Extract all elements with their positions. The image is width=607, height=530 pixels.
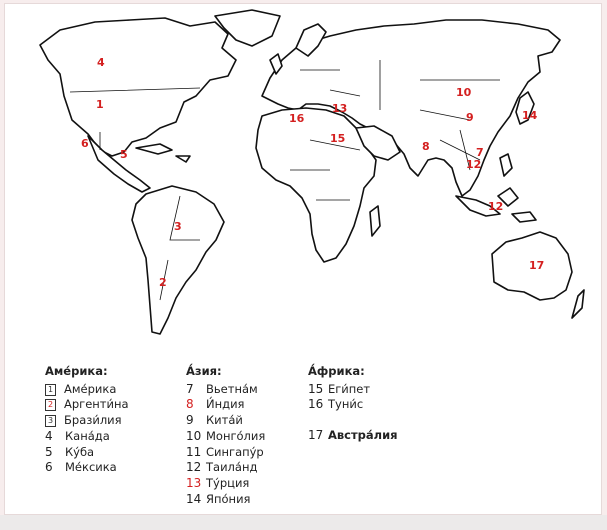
legend-label: Кана́да bbox=[65, 428, 110, 443]
legend-item: 4 Кана́да bbox=[45, 429, 129, 445]
legend-label: Монго́лия bbox=[206, 428, 266, 443]
legend-index: 12 bbox=[186, 460, 202, 475]
legend-america: Аме́рика: 1 Аме́рика 2 Аргенти́на 3 Брази́л… bbox=[45, 364, 129, 476]
legend-label: Сингапу́р bbox=[206, 444, 264, 459]
legend-index: 13 bbox=[186, 475, 202, 490]
madagascar-landmass bbox=[369, 205, 381, 237]
legend-index: 10 bbox=[186, 428, 202, 443]
legend-index: 4 bbox=[45, 428, 53, 443]
legend-label: Австра́лия bbox=[328, 428, 398, 443]
legend-item: 12 Таила́нд bbox=[186, 460, 265, 476]
marker-16: 16 bbox=[289, 112, 305, 125]
legend-africa-title: А́фрика: bbox=[308, 364, 365, 378]
legend-label: Ме́ксика bbox=[65, 460, 117, 475]
legend-label: Япо́ния bbox=[206, 491, 251, 506]
marker-5: 5 bbox=[120, 148, 128, 161]
marker-14: 14 bbox=[522, 109, 538, 122]
marker-9: 9 bbox=[466, 111, 474, 124]
marker-1: 1 bbox=[96, 98, 104, 111]
legend-item: 5 Ку́ба bbox=[45, 445, 129, 461]
marker-8: 8 bbox=[422, 140, 430, 153]
legend-index: 6 bbox=[45, 460, 53, 475]
uk-landmass bbox=[269, 53, 283, 75]
legend-index: 2 bbox=[45, 399, 56, 412]
legend-label: Брази́лия bbox=[64, 413, 122, 428]
legend-label: Ту́рция bbox=[206, 475, 250, 490]
legend-index: 3 bbox=[45, 414, 56, 427]
legend-item: 11 Сингапу́р bbox=[186, 445, 265, 461]
legend-america-title: Аме́рика: bbox=[45, 364, 108, 378]
indonesia-islands bbox=[455, 187, 537, 223]
marker-3: 3 bbox=[174, 220, 182, 233]
eurasia-landmass bbox=[261, 19, 561, 197]
caribbean-islands bbox=[135, 143, 191, 163]
africa-landmass bbox=[255, 107, 377, 263]
legend-item: 6 Ме́ксика bbox=[45, 460, 129, 476]
south-america-landmass bbox=[131, 185, 225, 335]
japan-landmass bbox=[515, 91, 535, 125]
legend-australia: 17 Австра́лия bbox=[308, 428, 398, 444]
legend-item: 13 Ту́рция bbox=[186, 476, 265, 492]
marker-6: 6 bbox=[81, 137, 89, 150]
legend-index: 5 bbox=[45, 444, 53, 459]
country-borders bbox=[69, 60, 500, 301]
legend-item: 2 Аргенти́на bbox=[45, 397, 129, 413]
marker-10: 10 bbox=[456, 86, 472, 99]
legend-index: 15 bbox=[308, 381, 324, 396]
philippines-islands bbox=[499, 153, 513, 177]
legend-item: 15 Еги́пет bbox=[308, 382, 398, 398]
world-map: 4 1 6 5 3 2 16 13 15 8 10 9 14 7 12 12 1… bbox=[39, 9, 585, 335]
arabian-peninsula bbox=[355, 125, 401, 161]
legend-index: 8 bbox=[186, 397, 194, 412]
legend-index: 1 bbox=[45, 383, 56, 396]
central-america-landmass bbox=[87, 135, 151, 193]
marker-15: 15 bbox=[330, 132, 345, 145]
legend-item: 8 И́ндия bbox=[186, 397, 265, 413]
marker-17: 17 bbox=[529, 259, 544, 272]
legend-index: 16 bbox=[308, 397, 324, 412]
legend-label: Таила́нд bbox=[206, 460, 258, 475]
greenland-landmass bbox=[214, 9, 281, 47]
north-america-landmass bbox=[39, 17, 237, 157]
legend-item: 10 Монго́лия bbox=[186, 429, 265, 445]
legend-label: Еги́пет bbox=[328, 381, 371, 396]
legend-asia-title: А́зия: bbox=[186, 364, 222, 378]
legend-asia: А́зия: 7 Вьетна́м 8 И́ндия 9 Кита́й 10 Монго… bbox=[186, 364, 265, 507]
bottom-bar bbox=[0, 515, 607, 530]
legend-label: Вьетна́м bbox=[206, 381, 258, 396]
legend-index: 17 bbox=[308, 428, 324, 443]
legend-index: 7 bbox=[186, 381, 194, 396]
legend-item: 9 Кита́й bbox=[186, 413, 265, 429]
new-zealand-landmass bbox=[571, 289, 585, 319]
legend-item: 14 Япо́ния bbox=[186, 492, 265, 508]
marker-13: 13 bbox=[332, 102, 347, 115]
legend-item: 1 Аме́рика bbox=[45, 382, 129, 398]
map-markers: 4 1 6 5 3 2 16 13 15 8 10 9 14 7 12 12 1… bbox=[81, 56, 544, 289]
legend-index: 11 bbox=[186, 444, 202, 459]
marker-7: 7 bbox=[476, 146, 484, 159]
legend-label: Аргенти́на bbox=[64, 397, 129, 412]
marker-2: 2 bbox=[159, 276, 167, 289]
legend-africa: А́фрика: 15 Еги́пет 16 Туни́с 17 Австра́лия bbox=[308, 364, 398, 444]
scandinavia-landmass bbox=[295, 23, 327, 57]
marker-12: 12 bbox=[488, 200, 503, 213]
legend-item: 7 Вьетна́м bbox=[186, 382, 265, 398]
marker-12-inline: 12 bbox=[466, 158, 481, 171]
legend-label: Ку́ба bbox=[65, 444, 95, 459]
legend-index: 14 bbox=[186, 491, 202, 506]
australia-landmass bbox=[491, 231, 573, 301]
legend-label: Кита́й bbox=[206, 413, 243, 428]
legend-item: 16 Туни́с bbox=[308, 397, 398, 413]
legend-label: Аме́рика bbox=[64, 381, 117, 396]
legend-label: Туни́с bbox=[328, 397, 364, 412]
legend-index: 9 bbox=[186, 413, 194, 428]
marker-4: 4 bbox=[97, 56, 105, 69]
legend-item: 3 Брази́лия bbox=[45, 413, 129, 429]
legend-label: И́ндия bbox=[206, 397, 245, 412]
